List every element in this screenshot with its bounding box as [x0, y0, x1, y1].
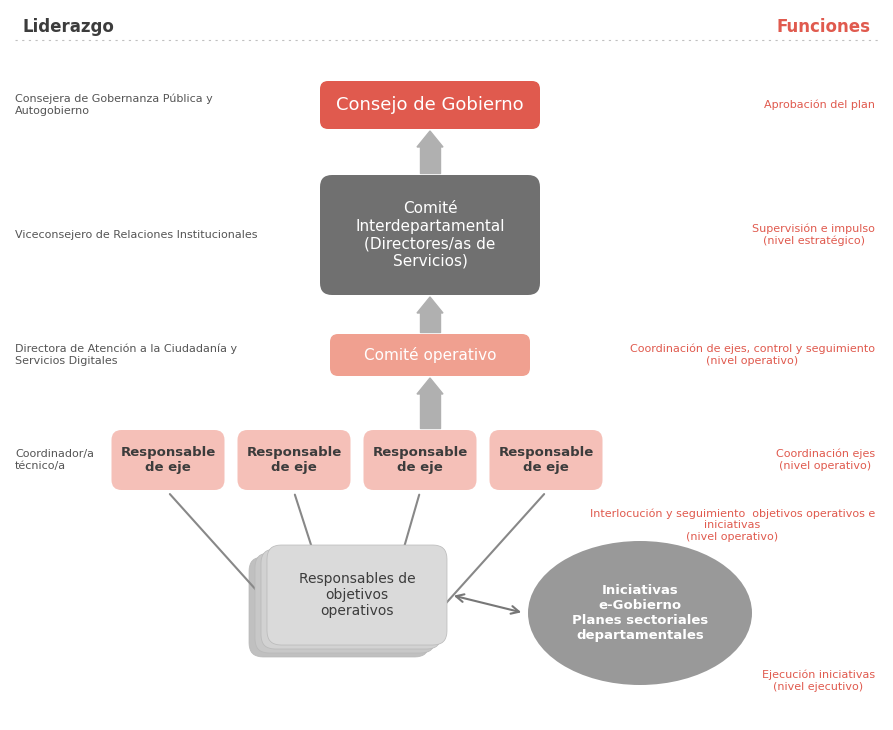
Ellipse shape: [528, 541, 752, 685]
Text: Coordinación de ejes, control y seguimiento
(nivel operativo): Coordinación de ejes, control y seguimie…: [630, 344, 875, 366]
FancyBboxPatch shape: [249, 557, 429, 657]
Text: Funciones: Funciones: [776, 18, 870, 36]
FancyBboxPatch shape: [112, 430, 224, 490]
Text: Interlocución y seguimiento  objetivos operativos e
iniciativas
(nivel operativo: Interlocución y seguimiento objetivos op…: [589, 508, 875, 542]
Text: Consejo de Gobierno: Consejo de Gobierno: [336, 96, 524, 114]
Polygon shape: [417, 131, 443, 147]
Text: Coordinación ejes
(nivel operativo): Coordinación ejes (nivel operativo): [776, 449, 875, 471]
Text: Aprobación del plan: Aprobación del plan: [764, 100, 875, 110]
FancyBboxPatch shape: [320, 81, 540, 129]
Text: Responsables de
objetivos
operativos: Responsables de objetivos operativos: [298, 572, 415, 618]
FancyBboxPatch shape: [261, 549, 441, 649]
FancyBboxPatch shape: [238, 430, 350, 490]
Text: Ejecución iniciativas
(nivel ejecutivo): Ejecución iniciativas (nivel ejecutivo): [762, 670, 875, 692]
Polygon shape: [417, 297, 443, 313]
Text: Coordinador/a
técnico/a: Coordinador/a técnico/a: [15, 449, 94, 471]
Text: Directora de Atención a la Ciudadanía y
Servicios Digitales: Directora de Atención a la Ciudadanía y …: [15, 344, 238, 366]
Text: Responsable
de eje: Responsable de eje: [246, 446, 342, 474]
Text: Viceconsejero de Relaciones Institucionales: Viceconsejero de Relaciones Instituciona…: [15, 230, 257, 240]
Text: Comité operativo: Comité operativo: [363, 347, 497, 363]
Text: Responsable
de eje: Responsable de eje: [372, 446, 468, 474]
FancyBboxPatch shape: [363, 430, 477, 490]
Text: Consejera de Gobernanza Pública y
Autogobierno: Consejera de Gobernanza Pública y Autogo…: [15, 94, 213, 116]
FancyBboxPatch shape: [267, 545, 447, 645]
Text: Comité
Interdepartamental
(Directores/as de
Servicios): Comité Interdepartamental (Directores/as…: [355, 201, 505, 269]
FancyBboxPatch shape: [330, 334, 530, 376]
Text: Iniciativas
e-Gobierno
Planes sectoriales
departamentales: Iniciativas e-Gobierno Planes sectoriale…: [572, 584, 708, 642]
FancyBboxPatch shape: [320, 175, 540, 295]
FancyBboxPatch shape: [255, 553, 435, 653]
Text: Supervisión e impulso
(nivel estratégico): Supervisión e impulso (nivel estratégico…: [752, 223, 875, 246]
Text: Responsable
de eje: Responsable de eje: [498, 446, 594, 474]
Text: Responsable
de eje: Responsable de eje: [121, 446, 215, 474]
FancyBboxPatch shape: [489, 430, 603, 490]
Polygon shape: [417, 378, 443, 394]
Text: Liderazgo: Liderazgo: [22, 18, 114, 36]
